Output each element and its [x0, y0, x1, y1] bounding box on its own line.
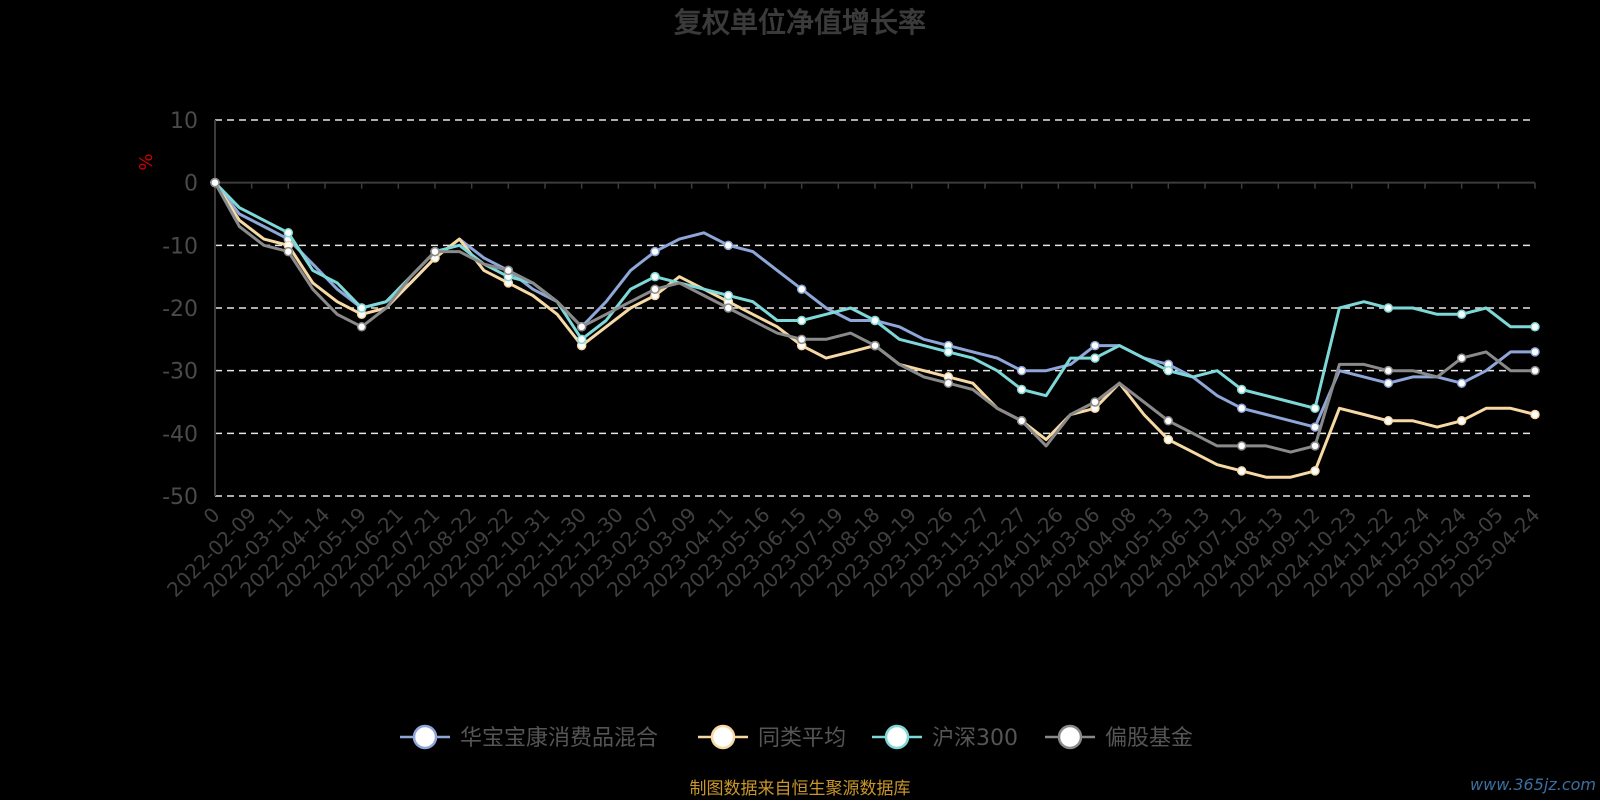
- data-point: [283, 228, 294, 238]
- data-point: [1530, 365, 1540, 376]
- data-point: [430, 246, 440, 257]
- data-point: [1016, 365, 1027, 376]
- data-point: [1236, 384, 1247, 395]
- data-point: [796, 284, 807, 294]
- y-tick-label: -40: [162, 422, 198, 447]
- legend-label: 沪深300: [932, 726, 1018, 751]
- data-point: [1163, 434, 1174, 445]
- y-tick-label: -20: [162, 297, 198, 322]
- data-point: [796, 315, 807, 326]
- data-point: [1530, 322, 1540, 332]
- data-point: [1163, 416, 1174, 426]
- data-point: [1383, 303, 1394, 313]
- legend: 华宝宝康消费品混合 同类平均 沪深300 偏股基金: [400, 724, 1193, 751]
- data-point: [870, 340, 880, 351]
- data-point: [870, 315, 880, 326]
- data-point: [356, 322, 367, 332]
- data-point: [1310, 466, 1320, 476]
- data-point: [1090, 353, 1100, 363]
- data-point: [1236, 466, 1247, 476]
- data-point: [356, 303, 367, 313]
- data-point: [796, 334, 807, 345]
- data-point: [723, 240, 734, 251]
- data-point: [210, 177, 220, 188]
- source-note: 制图数据来自恒生聚源数据库: [690, 779, 911, 799]
- data-point: [576, 334, 587, 345]
- series-line: [213, 181, 1535, 429]
- y-tick-label: -10: [162, 234, 198, 259]
- x-tick-label: 0: [199, 503, 225, 529]
- data-point: [1456, 353, 1467, 363]
- y-axis-ticks: 10 0 -10 -20 -30 -40 -50: [162, 109, 198, 510]
- legend-label: 偏股基金: [1105, 726, 1193, 751]
- y-tick-label: -50: [162, 485, 198, 510]
- data-point: [1310, 441, 1320, 451]
- data-point: [283, 246, 294, 257]
- x-axis: 02022-02-092022-03-112022-04-142022-05-1…: [162, 182, 1545, 602]
- legend-label: 华宝宝康消费品混合: [460, 726, 658, 751]
- data-point: [1456, 378, 1467, 388]
- data-point: [1236, 441, 1247, 451]
- data-point: [1383, 378, 1394, 388]
- chart-title: 复权单位净值增长率: [674, 6, 926, 39]
- data-point: [1310, 422, 1320, 432]
- y-tick-label: 0: [184, 172, 198, 197]
- data-point: [1163, 365, 1174, 376]
- gridlines: [214, 119, 1535, 497]
- legend-marker: [884, 724, 910, 750]
- data-point: [1016, 384, 1027, 395]
- y-tick-label: -30: [162, 360, 198, 385]
- y-axis-label: %: [136, 153, 157, 170]
- data-point: [576, 322, 587, 332]
- data-point: [1456, 416, 1467, 426]
- watermark: www.365jz.com: [1470, 775, 1596, 794]
- data-point: [1090, 397, 1100, 407]
- data-point: [650, 271, 660, 282]
- data-point: [943, 347, 954, 357]
- legend-marker: [1057, 724, 1083, 750]
- data-point: [503, 265, 514, 276]
- data-point: [723, 303, 734, 313]
- data-point: [943, 378, 954, 388]
- legend-label: 同类平均: [758, 726, 846, 751]
- data-point: [1456, 309, 1467, 320]
- data-point: [1310, 403, 1320, 414]
- data-point: [723, 290, 734, 301]
- data-point: [650, 246, 660, 257]
- legend-marker: [412, 724, 438, 750]
- data-point: [1383, 365, 1394, 376]
- y-tick-label: 10: [170, 109, 198, 134]
- data-point: [1530, 347, 1540, 357]
- data-point: [1530, 409, 1540, 420]
- data-point: [1016, 416, 1027, 426]
- data-point: [1236, 403, 1247, 414]
- data-point: [1090, 340, 1100, 351]
- legend-marker: [710, 724, 736, 750]
- data-point: [650, 284, 660, 294]
- series-lines: [210, 177, 1540, 479]
- data-point: [1383, 416, 1394, 426]
